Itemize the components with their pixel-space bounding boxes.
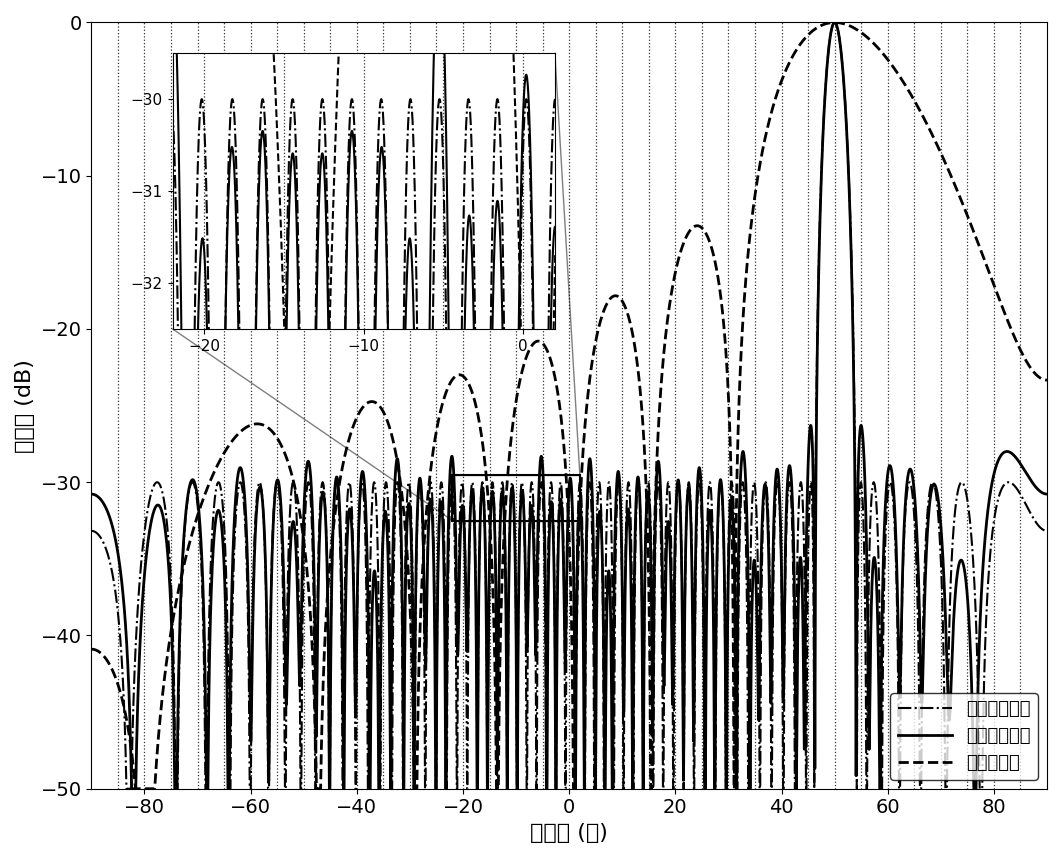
前一步方向图 — [828, 17, 841, 27]
前一步方向图 — [120, 783, 133, 794]
期望方向图 — [150, 763, 162, 773]
前一步方向图 — [521, 607, 534, 617]
期望方向图 — [526, 341, 538, 351]
Line: 期望方向图: 期望方向图 — [91, 22, 1047, 789]
期望方向图 — [610, 291, 622, 301]
前一步方向图 — [85, 526, 98, 536]
期望方向图 — [828, 17, 841, 27]
Line: 前一步方向图: 前一步方向图 — [91, 22, 1047, 789]
当前步方向图 — [125, 783, 138, 794]
前一步方向图 — [1041, 526, 1054, 536]
当前步方向图 — [150, 501, 162, 511]
Bar — [452, 474, 580, 521]
前一步方向图 — [526, 477, 538, 487]
期望方向图 — [130, 783, 142, 794]
当前步方向图 — [1041, 489, 1054, 499]
期望方向图 — [1041, 375, 1054, 385]
期望方向图 — [204, 476, 217, 486]
前一步方向图 — [204, 575, 217, 585]
Y-axis label: 方向图 (dB): 方向图 (dB) — [15, 359, 35, 452]
期望方向图 — [978, 254, 991, 264]
期望方向图 — [85, 644, 98, 655]
X-axis label: 方位角 (度): 方位角 (度) — [530, 823, 609, 843]
前一步方向图 — [610, 514, 622, 524]
期望方向图 — [521, 347, 534, 358]
当前步方向图 — [610, 484, 622, 494]
Line: 当前步方向图: 当前步方向图 — [91, 22, 1047, 789]
前一步方向图 — [150, 477, 162, 487]
当前步方向图 — [526, 501, 538, 511]
当前步方向图 — [85, 489, 98, 499]
当前步方向图 — [521, 598, 534, 608]
Legend: 前一步方向图, 当前步方向图, 期望方向图: 前一步方向图, 当前步方向图, 期望方向图 — [890, 693, 1038, 780]
Bar — [452, 474, 580, 521]
前一步方向图 — [978, 674, 991, 685]
当前步方向图 — [204, 621, 217, 631]
当前步方向图 — [978, 545, 991, 555]
当前步方向图 — [828, 17, 841, 27]
